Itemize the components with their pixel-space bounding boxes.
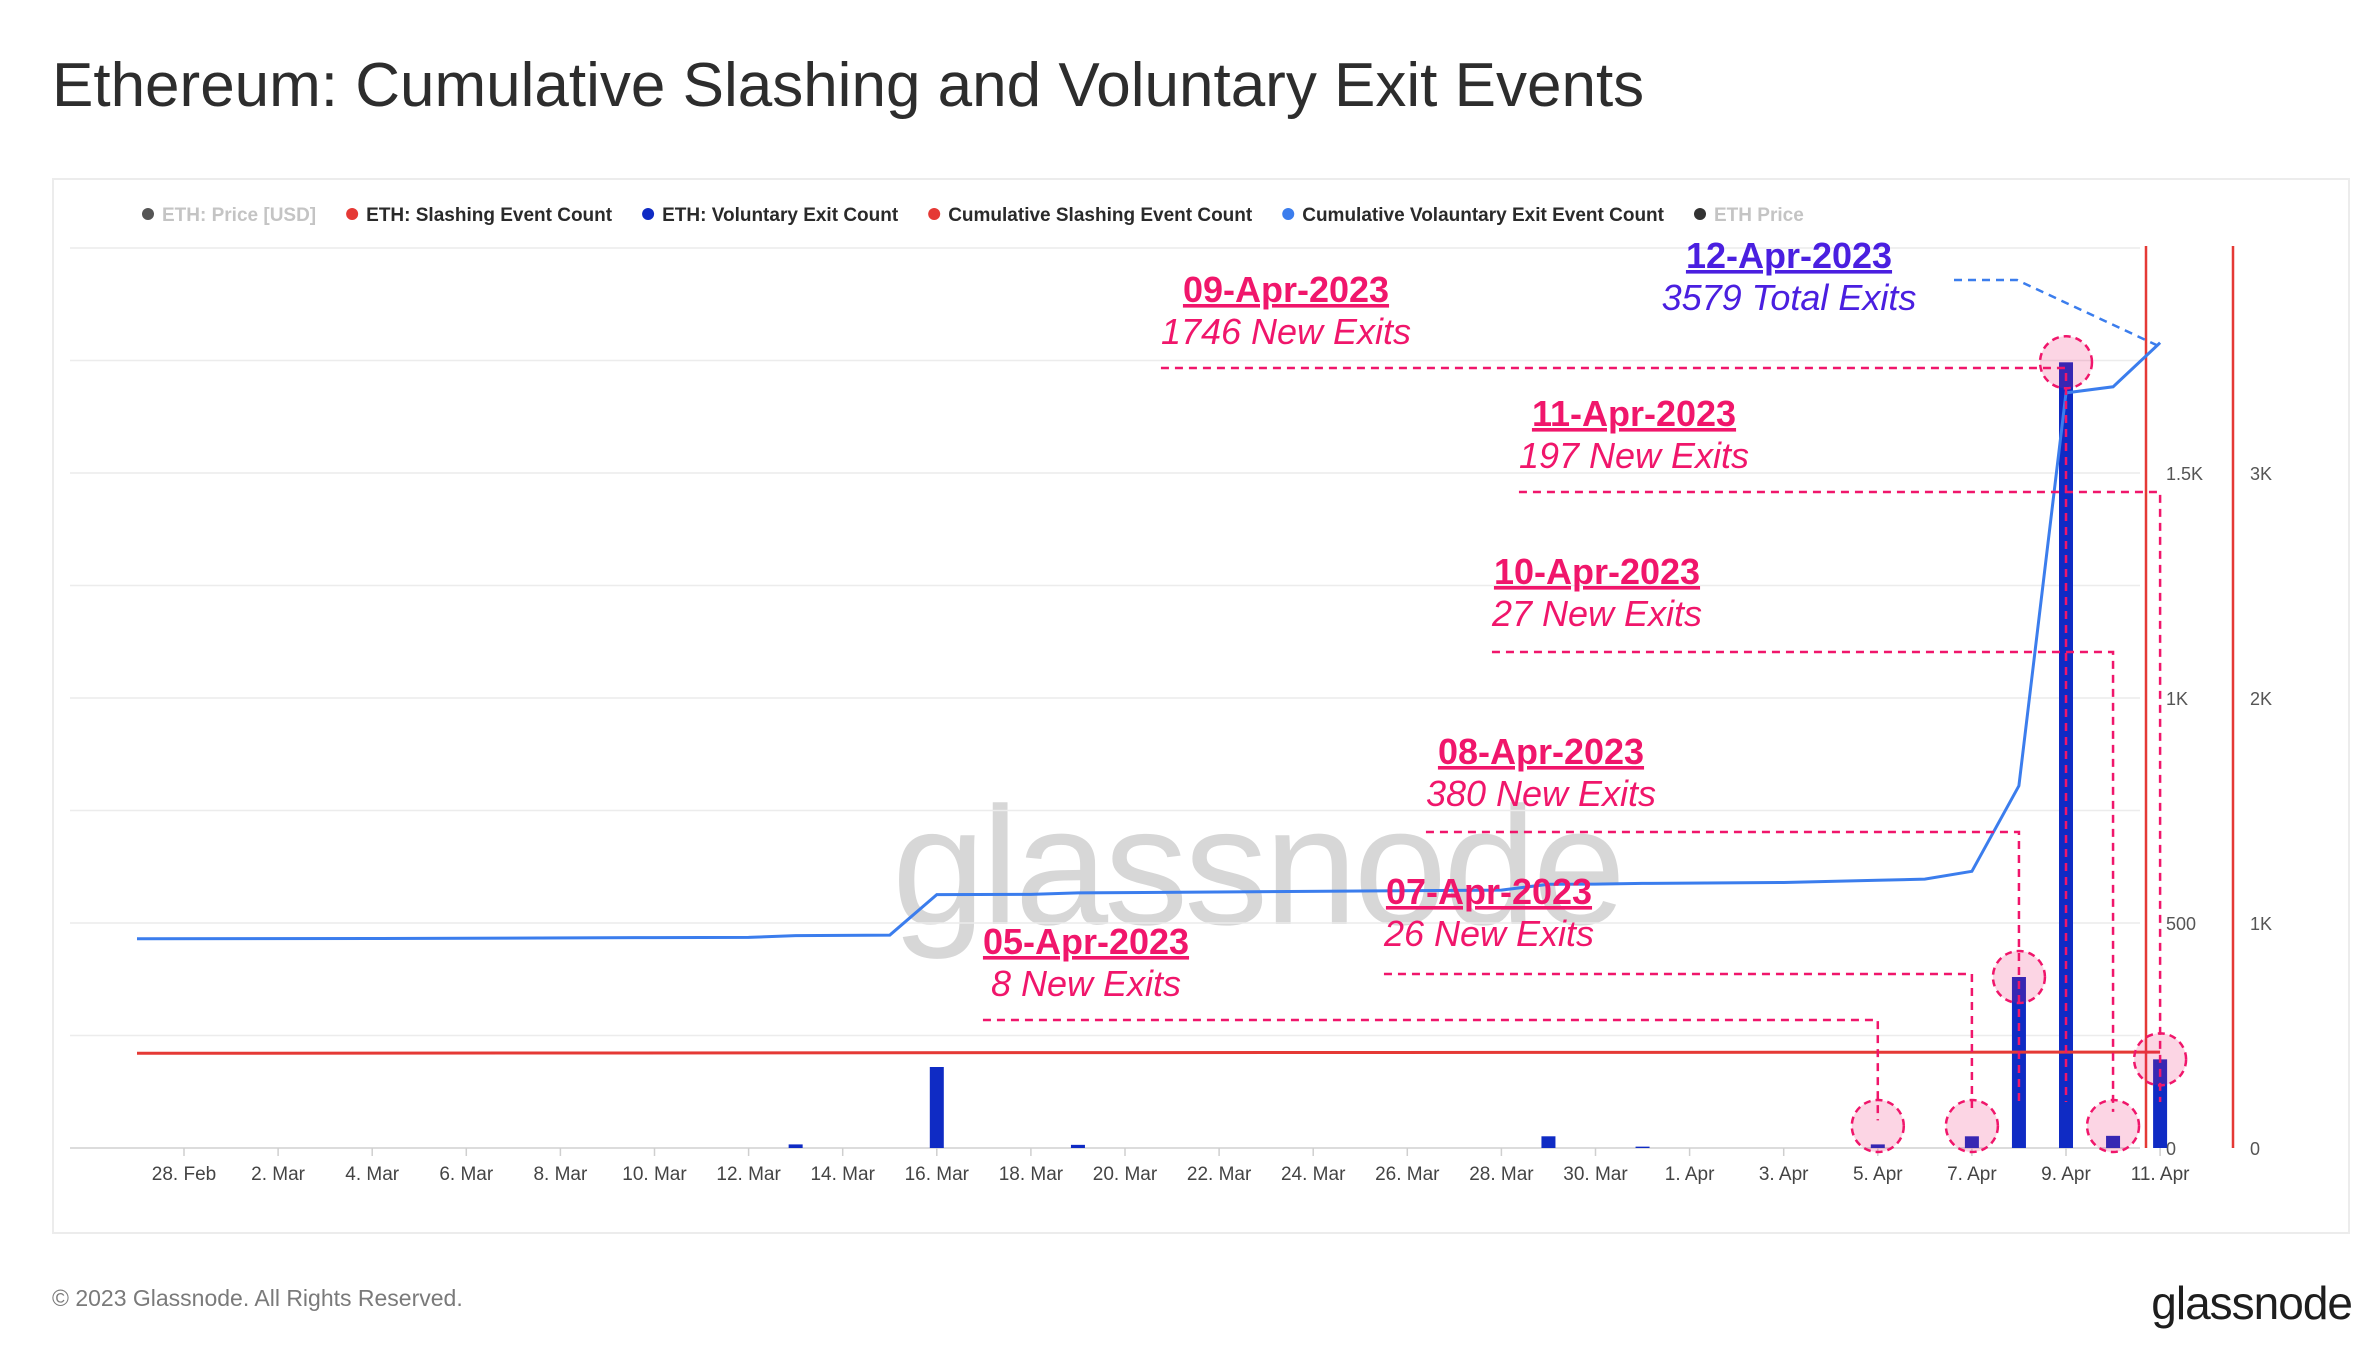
exit-bar [2011,977,2026,1148]
y-tick-label-outer: 0 [2250,1139,2260,1159]
copyright-text: © 2023 Glassnode. All Rights Reserved. [52,1285,463,1311]
y-tick-label-outer: 2K [2250,689,2272,709]
annotation-leader [1518,490,2162,1102]
legend-marker [642,208,655,220]
y-tick-label-outer: 3K [2250,464,2272,484]
annotation-highlight [1850,1098,1906,1154]
annotation-leader [982,1018,1880,1121]
annotation-date: 11-Apr-2023 [1532,393,1736,434]
legend-label: ETH: Slashing Event Count [366,205,613,226]
exit-bar [929,1067,944,1148]
x-tick-label: 26. Mar [1375,1164,1440,1185]
legend-marker [346,208,359,220]
exit-bar [1070,1144,1085,1148]
legend-marker [1694,208,1706,220]
x-tick-label: 16. Mar [905,1164,970,1185]
x-tick-label: 3. Apr [1759,1164,1809,1185]
annotation-leader [1383,972,1974,1113]
x-tick-label: 11. Apr [2131,1164,2190,1185]
exit-bar [1635,1146,1650,1148]
legend-label: ETH: Voluntary Exit Count [662,205,899,226]
x-tick-label: 24. Mar [1281,1164,1346,1185]
annotation-highlight [2085,1098,2141,1154]
annotation-leader [1425,830,2021,1102]
annotation-date: 07-Apr-2023 [1386,871,1592,912]
annotation-caption: 197 New Exits [1519,435,1749,476]
x-tick-label: 30. Mar [1563,1164,1628,1185]
x-tick-label: 5. Apr [1853,1164,1903,1185]
annotation-highlight [1944,1098,2000,1154]
annotation-caption: 8 New Exits [991,963,1181,1004]
x-tick-label: 22. Mar [1187,1164,1252,1185]
annotation-date: 08-Apr-2023 [1438,731,1644,772]
annotation-caption: 26 New Exits [1383,913,1594,954]
annotation-date: 05-Apr-2023 [983,921,1189,962]
annotation-caption: 1746 New Exits [1161,311,1411,352]
annotation-highlight [2038,335,2094,390]
annotation-highlight [2132,1032,2188,1087]
x-tick-label: 8. Mar [533,1164,588,1185]
y-tick-label-outer: 1K [2250,914,2272,934]
exit-bar [1870,1144,1885,1148]
y-tick-label-inner: 1K [2166,689,2188,709]
chart-svg: 0 500 1K 1.5K 0 1K 2K 3K 28. Feb 2. Mar 4. Mar 6. M… [70,205,2272,1185]
x-tick-label: 1. Apr [1665,1164,1715,1185]
exit-bar [2106,1135,2121,1148]
annotation-date: 09-Apr-2023 [1183,269,1389,310]
x-tick-label: 18. Mar [999,1164,1064,1185]
page-title: Ethereum: Cumulative Slashing and Volunt… [52,51,1645,120]
x-tick-label: 28. Mar [1469,1164,1534,1185]
annotation-leader [1491,650,2115,1112]
legend-label: Cumulative Volauntary Exit Event Count [1302,205,1664,226]
brand-logo: glassnode [2151,1277,2353,1329]
x-tick-label: 10. Mar [622,1164,687,1185]
annotation-date: 12-Apr-2023 [1686,235,1892,276]
annotation-leader [1954,278,2161,348]
x-tick-label: 9. Apr [2041,1164,2091,1185]
exit-bar [2153,1059,2168,1148]
x-tick-label: 2. Mar [251,1164,306,1185]
legend-marker [928,208,941,220]
chart-frame: glassnode 0 500 1K 1.5K 0 1K 2K 3K 28. Feb 2. Mar… [52,178,2350,1234]
exit-bar [1964,1136,1979,1148]
exit-bar [1541,1136,1556,1148]
annotation-leader [1160,366,2068,1102]
annotation-highlight [1991,949,2047,1005]
x-tick-label: 6. Mar [439,1164,494,1185]
cumulative-slashing-line [136,1050,2161,1055]
cumulative-exit-line [136,341,2162,941]
x-tick-label: 7. Apr [1947,1164,1997,1185]
y-tick-label-inner: 500 [2166,914,2196,934]
legend-label: ETH: Price [USD] [162,205,316,226]
legend-label: Cumulative Slashing Event Count [948,205,1253,226]
x-tick-label: 20. Mar [1093,1164,1158,1185]
annotation-date: 10-Apr-2023 [1494,551,1700,592]
legend-marker [142,208,154,220]
exit-bar [788,1144,803,1148]
watermark-logo: glassnode [892,772,1626,960]
legend-marker [1282,208,1295,220]
y-tick-label-inner: 1.5K [2166,464,2203,484]
annotation-caption: 27 New Exits [1491,593,1702,634]
x-tick-label: 28. Feb [152,1164,216,1185]
y-tick-label-inner: 0 [2166,1139,2176,1159]
annotation-caption: 3579 Total Exits [1662,277,1917,318]
x-tick-label: 4. Mar [345,1164,400,1185]
legend-label: ETH Price [1714,205,1804,226]
x-tick-label: 14. Mar [810,1164,875,1185]
x-tick-label: 12. Mar [716,1164,781,1185]
annotation-caption: 380 New Exits [1426,773,1656,814]
